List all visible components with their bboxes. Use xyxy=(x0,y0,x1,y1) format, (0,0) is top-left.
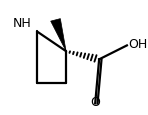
Text: OH: OH xyxy=(128,37,147,50)
Text: O: O xyxy=(90,95,100,108)
Polygon shape xyxy=(51,19,66,52)
Text: NH: NH xyxy=(13,17,32,29)
